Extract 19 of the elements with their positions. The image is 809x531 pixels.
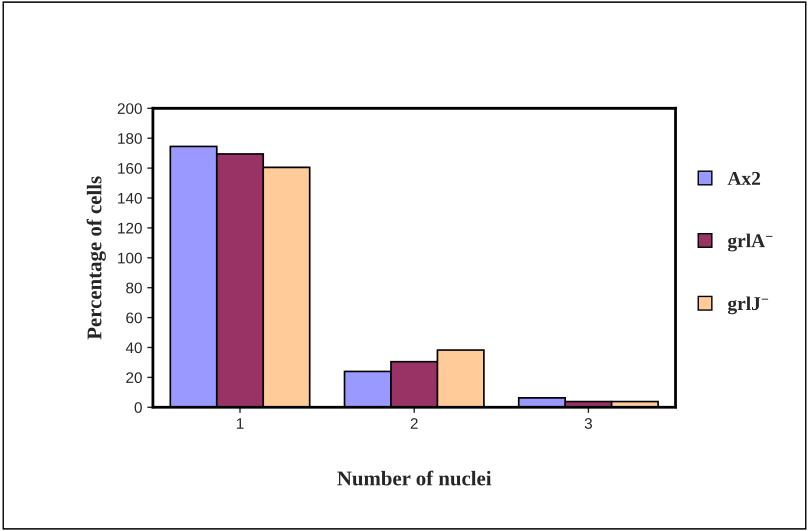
y-tick-label: 20 — [126, 372, 142, 384]
y-tick-label: 80 — [126, 282, 142, 294]
legend-label: grlA$^{−}$ — [728, 234, 772, 252]
legend-label: Ax2 — [728, 172, 760, 185]
y-tick-label: 200 — [118, 103, 142, 114]
x-tick-label: 2 — [410, 418, 418, 429]
x-tick-label: 1 — [236, 418, 244, 429]
y-tick-label: 120 — [118, 222, 142, 234]
x-tick-label: 3 — [584, 418, 592, 429]
y-tick-label: 160 — [118, 162, 142, 174]
y-tick-label: 60 — [126, 312, 142, 324]
legend-label: grlJ$^{−}$ — [728, 296, 768, 314]
y-tick-label: 100 — [118, 252, 142, 264]
y-tick-label: 40 — [126, 342, 142, 354]
y-tick-label: 0 — [134, 402, 142, 413]
x-axis-title: Number of nuclei — [337, 470, 492, 486]
y-tick-label: 180 — [118, 133, 142, 144]
y-tick-label: 140 — [118, 192, 142, 204]
y-axis-title: Percentage of cells — [86, 176, 106, 340]
